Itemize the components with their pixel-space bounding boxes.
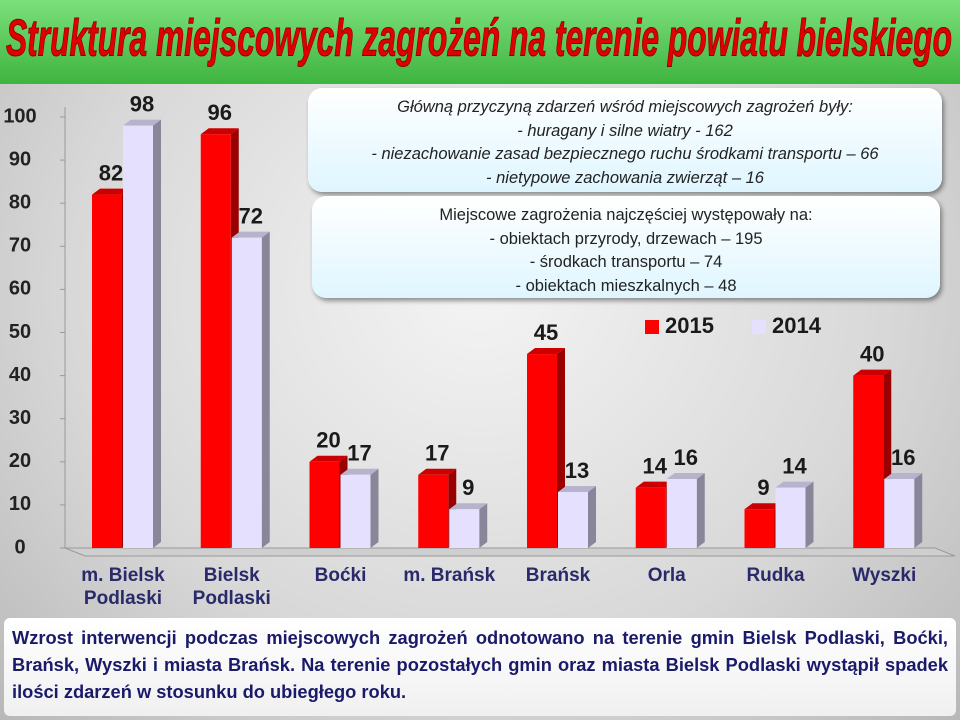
y-tick-label: 100 — [3, 105, 36, 127]
bar — [558, 491, 588, 548]
bar-top — [92, 188, 130, 195]
bar-side — [696, 473, 705, 548]
bar-top — [884, 473, 923, 480]
bar — [418, 474, 449, 548]
value-label: 40 — [860, 341, 884, 366]
bar — [123, 125, 153, 549]
y-tick-label: 10 — [9, 493, 31, 515]
y-tick-label: 90 — [9, 148, 31, 170]
bar-top — [666, 473, 705, 480]
legend-swatch — [645, 320, 659, 334]
bar — [884, 479, 915, 548]
x-tick-label: m. Bielsk Podlaski — [81, 565, 165, 609]
bar — [92, 194, 122, 548]
bar — [449, 509, 480, 548]
bar-side — [479, 503, 488, 548]
annotation-line: - huragany i silne wiatry - 162 — [517, 121, 733, 140]
annotation-box: Główną przyczyną zdarzeń wśród miejscowy… — [308, 88, 942, 192]
bar-top — [558, 485, 596, 492]
x-tick-label: m. Brańsk — [403, 565, 496, 586]
bar-side — [588, 485, 596, 548]
value-label: 16 — [674, 445, 698, 470]
value-label: 14 — [643, 453, 668, 478]
value-label: 96 — [208, 100, 232, 125]
value-label: 45 — [534, 320, 558, 345]
bar-side — [914, 473, 923, 548]
bar — [527, 354, 557, 548]
bar-top — [775, 481, 814, 488]
bar — [200, 134, 231, 549]
annotation-line: Główną przyczyną zdarzeń wśród miejscowy… — [397, 98, 853, 116]
legend-label: 2015 — [665, 313, 714, 338]
annotation-line: - środkach transportu – 74 — [529, 253, 723, 271]
value-label: 9 — [757, 475, 769, 500]
y-tick-label: 60 — [9, 278, 31, 300]
x-tick-label: Boćki — [314, 565, 367, 586]
floor — [64, 547, 956, 557]
x-tick-label: Wyszki — [852, 565, 917, 586]
legend-label: 2014 — [772, 313, 822, 338]
bar — [666, 479, 697, 548]
bar — [309, 461, 340, 548]
bar-side — [805, 481, 814, 548]
bar — [231, 237, 262, 548]
y-tick-label: 30 — [9, 407, 31, 429]
chart-title: Struktura miejscowych zagrożeń na tereni… — [6, 10, 952, 68]
value-label: 72 — [239, 203, 263, 228]
bar-top — [340, 468, 379, 475]
y-tick-label: 40 — [9, 364, 31, 386]
value-label: 13 — [565, 458, 589, 483]
bar-top — [418, 468, 457, 475]
annotation-line: - nietypowe zachowania zwierząt – 16 — [486, 168, 764, 187]
y-tick-label: 80 — [9, 191, 31, 213]
bar — [744, 509, 775, 548]
bar-top — [309, 455, 348, 462]
annotation-line: - obiektach przyrody, drzewach – 195 — [489, 229, 763, 248]
annotation-line: - obiektach mieszkalnych – 48 — [515, 276, 737, 295]
value-label: 20 — [316, 428, 340, 453]
bar-top — [200, 128, 239, 135]
title-banner — [0, 0, 960, 84]
y-tick-label: 0 — [14, 536, 25, 558]
y-tick-label: 50 — [9, 321, 31, 343]
annotation-box: Miejscowe zagrożenia najczęściej występo… — [312, 196, 940, 298]
bar — [635, 487, 666, 548]
y-tick-label: 20 — [9, 450, 31, 472]
value-label: 98 — [130, 91, 154, 116]
bar — [340, 474, 371, 548]
value-label: 82 — [99, 160, 123, 185]
bar-top — [231, 231, 270, 238]
bar-side — [261, 231, 270, 548]
bar-top — [449, 503, 488, 510]
bar — [853, 375, 884, 548]
footer-note: Wzrost interwencji podczas miejscowych z… — [4, 618, 956, 716]
legend-swatch — [752, 320, 766, 334]
value-label: 16 — [891, 445, 915, 470]
bar-top — [635, 481, 674, 488]
x-tick-label: Brańsk — [525, 565, 591, 586]
value-label: 17 — [425, 441, 449, 466]
bar-top — [527, 348, 565, 355]
bar-top — [853, 369, 892, 376]
bar-top — [123, 119, 161, 126]
y-tick-label: 70 — [9, 235, 31, 257]
value-label: 14 — [782, 453, 807, 478]
x-tick-label: Orla — [647, 565, 686, 586]
bar-side — [153, 119, 161, 549]
value-label: 17 — [347, 441, 371, 466]
x-tick-label: Bielsk Podlaski — [192, 565, 271, 609]
bar — [775, 487, 806, 548]
x-tick-label: Rudka — [746, 565, 805, 586]
annotation-line: - niezachowanie zasad bezpiecznego ruchu… — [371, 145, 879, 163]
bar-top — [744, 503, 783, 510]
annotation-line: Miejscowe zagrożenia najczęściej występo… — [439, 206, 813, 224]
value-label: 9 — [462, 475, 474, 500]
bar-side — [370, 468, 379, 548]
